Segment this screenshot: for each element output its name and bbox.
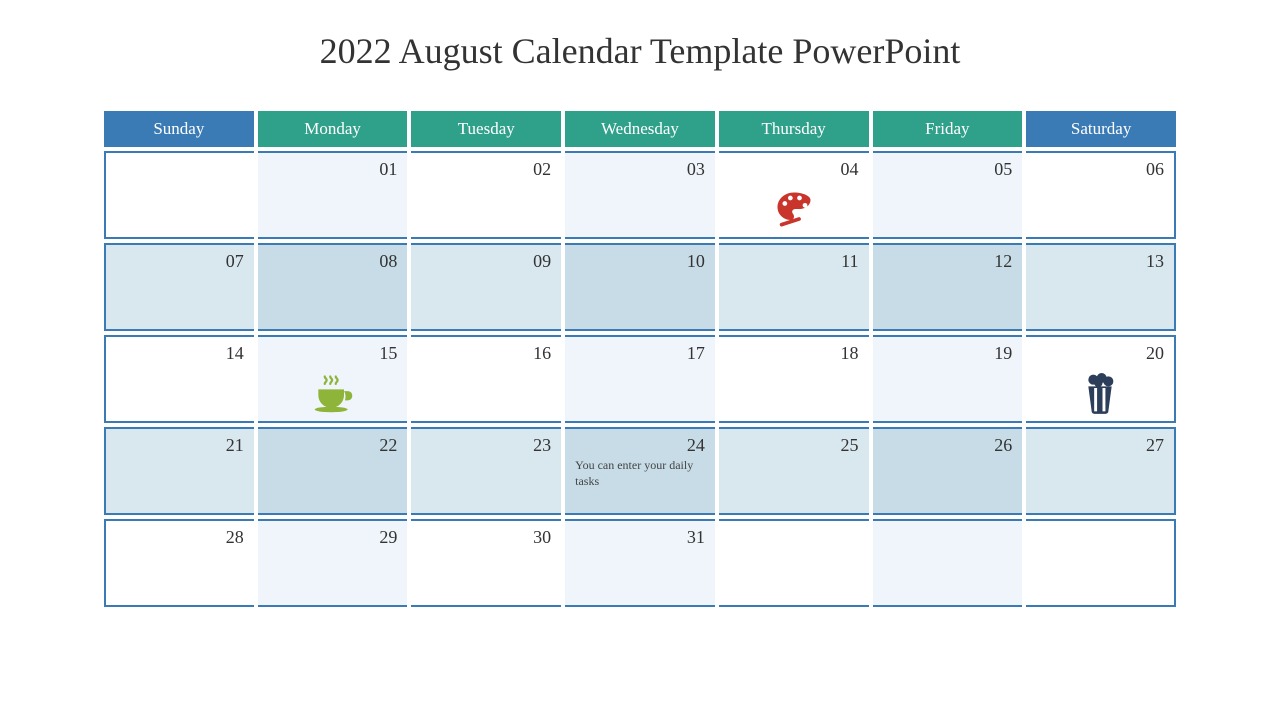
day-number: 31 (575, 527, 705, 548)
coffee-icon (311, 371, 355, 415)
day-cell-01: 01 (258, 151, 408, 239)
day-number: 18 (729, 343, 859, 364)
day-cell-empty (719, 519, 869, 607)
day-number: 04 (729, 159, 859, 180)
day-number: 16 (421, 343, 551, 364)
day-cell-10: 10 (565, 243, 715, 331)
day-cell-07: 07 (104, 243, 254, 331)
day-number: 30 (421, 527, 551, 548)
calendar-grid: SundayMondayTuesdayWednesdayThursdayFrid… (100, 107, 1180, 611)
day-number: 08 (268, 251, 398, 272)
day-note: You can enter your daily tasks (575, 458, 705, 489)
day-cell-12: 12 (873, 243, 1023, 331)
day-number: 01 (268, 159, 398, 180)
day-number: 29 (268, 527, 398, 548)
day-cell-empty (104, 151, 254, 239)
slide-container: 2022 August Calendar Template PowerPoint… (0, 0, 1280, 720)
day-cell-13: 13 (1026, 243, 1176, 331)
day-number: 17 (575, 343, 705, 364)
day-number: 24 (575, 435, 705, 456)
day-header-sunday: Sunday (104, 111, 254, 147)
day-cell-empty (873, 519, 1023, 607)
week-row: 01 02 03 04 05 06 (104, 151, 1176, 239)
day-cell-04: 04 (719, 151, 869, 239)
day-cell-16: 16 (411, 335, 561, 423)
day-number: 14 (116, 343, 244, 364)
day-number: 19 (883, 343, 1013, 364)
day-cell-03: 03 (565, 151, 715, 239)
day-cell-empty (1026, 519, 1176, 607)
day-number: 27 (1036, 435, 1164, 456)
day-number: 11 (729, 251, 859, 272)
day-cell-17: 17 (565, 335, 715, 423)
day-cell-19: 19 (873, 335, 1023, 423)
day-header-friday: Friday (873, 111, 1023, 147)
week-row: 28 29 30 31 (104, 519, 1176, 607)
day-number: 07 (116, 251, 244, 272)
day-header-wednesday: Wednesday (565, 111, 715, 147)
day-cell-26: 26 (873, 427, 1023, 515)
day-number: 21 (116, 435, 244, 456)
day-cell-28: 28 (104, 519, 254, 607)
week-row: 14 15 16 17 18 19 20 (104, 335, 1176, 423)
day-number: 20 (1036, 343, 1164, 364)
day-cell-09: 09 (411, 243, 561, 331)
day-header-tuesday: Tuesday (411, 111, 561, 147)
day-cell-20: 20 (1026, 335, 1176, 423)
week-row: 07 08 09 10 11 12 13 (104, 243, 1176, 331)
day-cell-22: 22 (258, 427, 408, 515)
day-header-row: SundayMondayTuesdayWednesdayThursdayFrid… (104, 111, 1176, 147)
day-cell-21: 21 (104, 427, 254, 515)
day-cell-08: 08 (258, 243, 408, 331)
day-cell-06: 06 (1026, 151, 1176, 239)
day-header-saturday: Saturday (1026, 111, 1176, 147)
day-cell-25: 25 (719, 427, 869, 515)
day-cell-11: 11 (719, 243, 869, 331)
day-cell-15: 15 (258, 335, 408, 423)
day-number: 28 (116, 527, 244, 548)
day-number: 09 (421, 251, 551, 272)
day-number: 15 (268, 343, 398, 364)
day-cell-05: 05 (873, 151, 1023, 239)
palette-icon (772, 187, 816, 231)
day-number: 02 (421, 159, 551, 180)
day-cell-31: 31 (565, 519, 715, 607)
day-cell-14: 14 (104, 335, 254, 423)
day-number: 10 (575, 251, 705, 272)
day-header-thursday: Thursday (719, 111, 869, 147)
day-cell-23: 23 (411, 427, 561, 515)
day-cell-24: 24You can enter your daily tasks (565, 427, 715, 515)
day-number: 05 (883, 159, 1013, 180)
day-cell-29: 29 (258, 519, 408, 607)
day-cell-27: 27 (1026, 427, 1176, 515)
week-row: 21 22 23 24You can enter your daily tasks 25… (104, 427, 1176, 515)
day-number: 06 (1036, 159, 1164, 180)
day-number: 03 (575, 159, 705, 180)
day-header-monday: Monday (258, 111, 408, 147)
day-number: 22 (268, 435, 398, 456)
day-cell-02: 02 (411, 151, 561, 239)
day-number: 23 (421, 435, 551, 456)
day-number: 12 (883, 251, 1013, 272)
slide-title: 2022 August Calendar Template PowerPoint (100, 30, 1180, 72)
day-cell-30: 30 (411, 519, 561, 607)
day-cell-18: 18 (719, 335, 869, 423)
day-number: 26 (883, 435, 1013, 456)
day-number: 25 (729, 435, 859, 456)
popcorn-icon (1080, 371, 1120, 415)
day-number: 13 (1036, 251, 1164, 272)
